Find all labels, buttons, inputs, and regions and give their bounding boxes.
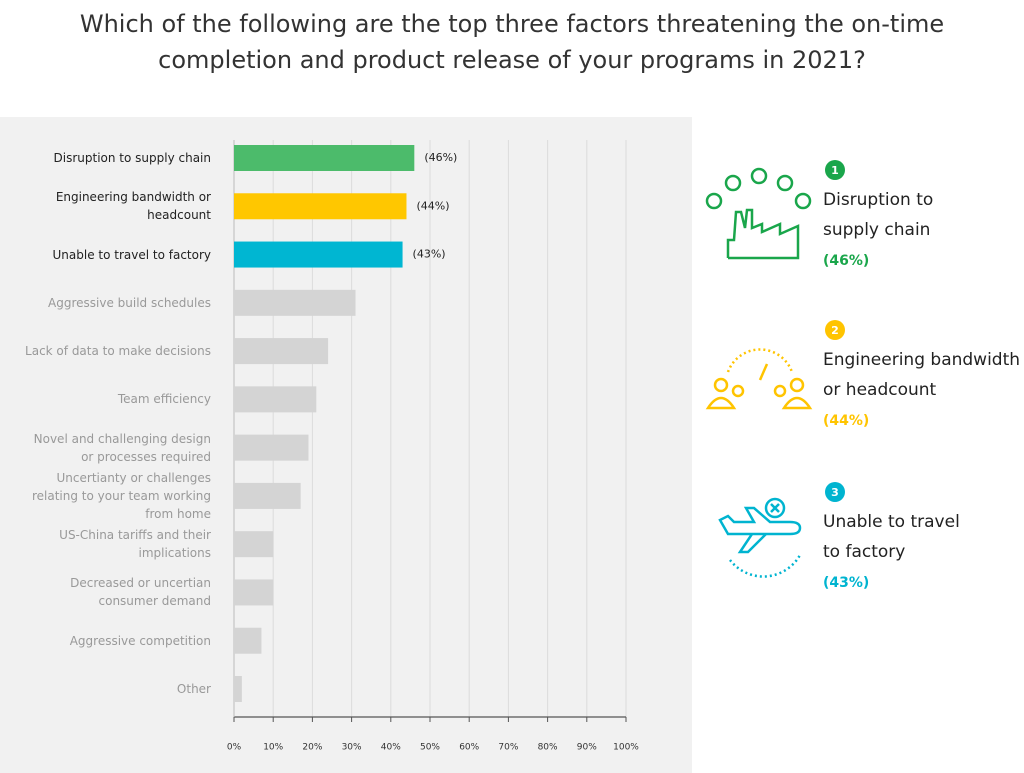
category-label: Decreased or uncertian consumer demand xyxy=(70,576,211,609)
bar xyxy=(234,676,242,702)
chart-panel xyxy=(0,117,692,773)
category-label: Disruption to supply chain xyxy=(53,151,211,165)
bar xyxy=(234,289,356,316)
people-icon xyxy=(705,348,813,410)
bar xyxy=(234,145,415,171)
plane-icon xyxy=(718,497,802,578)
category-label: Team efficiency xyxy=(117,392,211,407)
x-tick-label: 90% xyxy=(577,743,597,753)
title: Which of the following are the top three… xyxy=(79,10,945,74)
highlight-title: to factory xyxy=(823,542,906,562)
category-label: Engineering bandwidth or headcount xyxy=(55,190,211,223)
x-tick-label: 50% xyxy=(420,743,440,753)
category-label: Uncertianty or challenges relating to yo… xyxy=(31,470,211,521)
highlight-value: (43%) xyxy=(823,575,870,591)
category-label: US-China tariffs and their implications xyxy=(59,528,211,561)
rank-badge xyxy=(825,320,845,340)
bar xyxy=(234,193,407,220)
highlight-title: Unable to travel xyxy=(823,512,960,532)
x-tick-label: 70% xyxy=(498,743,518,753)
bar xyxy=(234,434,309,461)
highlight-title: supply chain xyxy=(823,220,931,240)
x-tick-label: 40% xyxy=(381,743,401,753)
bar xyxy=(234,338,329,365)
value-label: (43%) xyxy=(413,248,446,261)
rank-number: 2 xyxy=(831,324,839,337)
x-tick-label: 0% xyxy=(227,743,242,753)
value-label: (46%) xyxy=(424,151,457,164)
highlight-title: Engineering bandwidth xyxy=(823,350,1021,370)
category-label: Other xyxy=(176,682,211,696)
rank-number: 1 xyxy=(831,164,839,177)
category-label: Novel and challenging design or processe… xyxy=(33,431,211,464)
highlight-value: (44%) xyxy=(823,413,870,429)
rank-badge xyxy=(825,482,845,502)
bar xyxy=(234,579,274,606)
rank-badge xyxy=(825,160,845,180)
bar xyxy=(234,482,301,509)
factory-icon xyxy=(705,167,812,260)
category-label: Unable to travel to factory xyxy=(52,247,212,262)
value-label: (44%) xyxy=(416,199,449,212)
bar xyxy=(234,627,262,654)
bar xyxy=(234,386,317,413)
category-label: Aggressive competition xyxy=(69,633,211,648)
bar xyxy=(234,531,274,558)
x-tick-label: 80% xyxy=(538,743,558,753)
x-tick-label: 60% xyxy=(459,743,479,753)
highlight-title: or headcount xyxy=(823,380,937,400)
highlight-value: (46%) xyxy=(823,253,870,269)
x-tick-label: 20% xyxy=(302,743,322,753)
bar xyxy=(234,241,403,268)
category-label: Aggressive build schedules xyxy=(48,295,211,310)
rank-number: 3 xyxy=(831,486,839,499)
category-label: Lack of data to make decisions xyxy=(25,344,211,359)
x-tick-label: 100% xyxy=(613,743,639,753)
x-tick-label: 10% xyxy=(263,743,283,753)
x-tick-label: 30% xyxy=(342,743,362,753)
highlight-title: Disruption to xyxy=(823,190,934,210)
